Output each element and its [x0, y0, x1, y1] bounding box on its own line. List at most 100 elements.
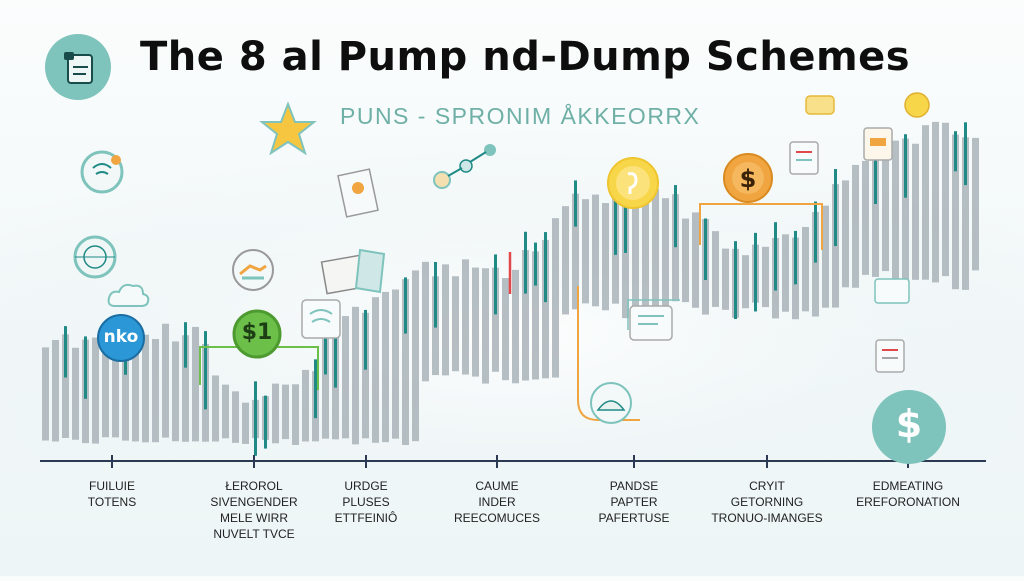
chart-bar — [172, 341, 179, 442]
chart-bar — [502, 278, 509, 381]
chart-bar — [742, 255, 749, 309]
chart-bar — [472, 267, 479, 377]
timeline-label-6: CRYIT GETORNING TRONUO-IMANGES — [692, 478, 842, 526]
message-icon — [805, 95, 835, 115]
timeline-label-line: EREFORONATION — [856, 495, 960, 509]
chart-bar — [492, 267, 499, 372]
chart-bar — [532, 251, 539, 380]
timeline-label-line: CRYIT — [749, 479, 785, 493]
chart-bar — [542, 239, 549, 379]
chart-bar — [802, 226, 809, 312]
chart-bar — [582, 199, 589, 304]
chart-bar — [152, 339, 159, 443]
chart-accent-bar — [954, 131, 957, 172]
timeline-label-3: URDGE PLUSES ETTFEINIÔ — [291, 478, 441, 526]
chart-accent-bar — [64, 326, 67, 378]
chart-accent-bar — [184, 322, 187, 368]
chart-accent-bar — [964, 122, 967, 186]
timeline-label-line: FUILUIE — [88, 479, 135, 493]
timeline-label-line: PAPTER — [610, 495, 658, 509]
timeline-label-4: CAUME INDER REECOMUCES — [422, 478, 572, 526]
chart-bar — [692, 212, 699, 308]
chart-bar — [92, 337, 99, 444]
timeline-label-line: ŁEROROL — [225, 479, 283, 493]
chart-bar — [852, 164, 859, 288]
chart-bar — [912, 143, 919, 280]
chart-accent-bar — [204, 331, 207, 410]
chart-bar — [162, 323, 169, 438]
chart-bar — [62, 334, 69, 438]
chart-bar — [462, 259, 469, 375]
chart-bar — [442, 264, 449, 376]
dollar-circle-badge — [872, 390, 946, 464]
orange-loop-line — [577, 286, 640, 421]
chart-bar — [142, 334, 149, 443]
chart-accent-bar — [254, 381, 257, 456]
star-icon — [259, 101, 317, 156]
chart-accent-bar — [754, 232, 757, 312]
chart-accent-bar — [704, 218, 707, 280]
chart-bar — [452, 276, 459, 372]
chart-bar — [382, 291, 389, 443]
timeline-label-line: PANDSE — [609, 479, 659, 493]
chart-accent-bar — [624, 179, 627, 253]
chart-bar — [362, 312, 369, 439]
chart-bar — [122, 333, 129, 441]
chart-bars — [42, 121, 979, 456]
lamp-icon — [590, 382, 632, 424]
orange-coin-icon: $ — [723, 153, 773, 203]
timeline-label-line: GETORNING — [730, 495, 804, 509]
chart-bar — [322, 338, 329, 439]
timeline-label-line: SIVENGENDER — [210, 495, 298, 509]
timeline-label-line: CAUME — [475, 479, 519, 493]
timeline-label-7: EDMEATING EREFORONATION — [833, 478, 983, 510]
chart-bar — [522, 250, 529, 381]
chart-bar — [712, 231, 719, 307]
green-badge-label: $1 — [241, 320, 273, 345]
dollar-circle-label: $ — [895, 402, 923, 446]
timeline-label-line: REECOMUCES — [453, 511, 540, 525]
chart-bar — [652, 188, 659, 310]
chart-bar — [512, 269, 519, 384]
certificate-icon — [337, 168, 379, 218]
timeline-label-line: MELE WIRR — [219, 511, 288, 525]
chart-bar — [552, 218, 559, 378]
chart-accent-bar — [404, 277, 407, 334]
chart-bar — [922, 125, 929, 280]
teal-loop-line — [627, 299, 680, 330]
receipt-icon — [863, 127, 893, 161]
document-icon — [301, 299, 341, 339]
chart-bar — [282, 384, 289, 440]
chart-bar — [422, 261, 429, 382]
timeline-label-2: ŁEROROL SIVENGENDER MELE WIRR NUVELT TVCE — [179, 478, 329, 542]
globe-icon — [73, 235, 117, 279]
nko-badge-label: nko — [103, 327, 139, 347]
chart-accent-bar — [874, 139, 877, 205]
chart-bar — [102, 346, 109, 438]
chart-bar — [642, 200, 649, 312]
chart-bar — [932, 121, 939, 283]
chart-bar — [72, 347, 79, 440]
timeline-label-line: NUVELT TVCE — [213, 527, 295, 541]
page-subtitle: PUNS - SPRONIM ÅKKEORRX — [340, 103, 701, 129]
chat-icon — [80, 150, 124, 194]
chart-bar — [812, 212, 819, 317]
board-icon — [629, 305, 673, 341]
timeline-label-line: ETTFEINIÔ — [334, 511, 398, 525]
chart-bar — [572, 193, 579, 310]
chart-accent-bar — [544, 232, 547, 303]
chart-bar — [482, 268, 489, 384]
timeline-label-line: TOTENS — [87, 495, 137, 509]
chart-bar — [372, 297, 379, 443]
chart-bar — [232, 391, 239, 443]
chart-bar — [672, 194, 679, 302]
chart-bar — [272, 383, 279, 444]
chart-bar — [762, 246, 769, 308]
timeline-label-line: PAFERTUSE — [598, 511, 670, 525]
chart-accent-bar — [494, 254, 497, 315]
timeline-label-line: EDMEATING — [872, 479, 944, 493]
chart-bar — [942, 122, 949, 277]
svg-text:$: $ — [740, 165, 757, 193]
chart-accent-bar — [324, 333, 327, 375]
